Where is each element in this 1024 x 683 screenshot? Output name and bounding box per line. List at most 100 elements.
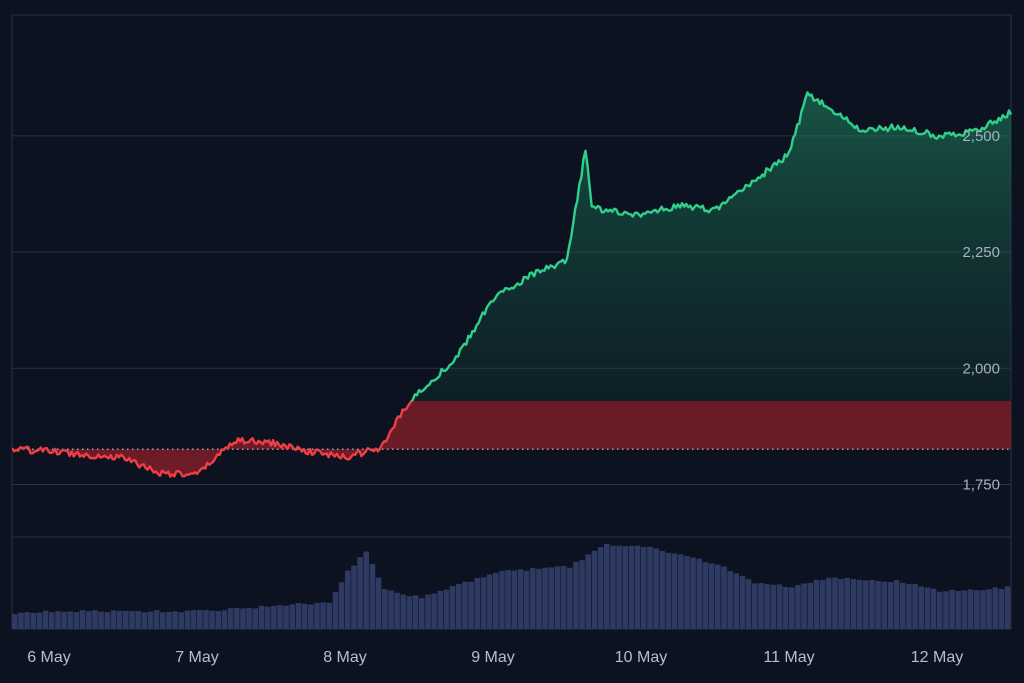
volume-bar: [480, 577, 487, 629]
volume-bar: [659, 551, 666, 629]
volume-bar: [641, 547, 647, 629]
volume-bar: [974, 590, 980, 629]
volume-bar: [807, 582, 814, 629]
volume-bar: [289, 604, 296, 629]
volume-bar: [536, 568, 542, 629]
volume-bar: [221, 610, 228, 629]
volume-bar: [42, 610, 49, 629]
volume-bar: [591, 550, 598, 629]
volume-bar: [351, 565, 357, 629]
y-tick-label: 1,750: [962, 477, 1000, 494]
x-tick-label: 12 May: [911, 649, 963, 666]
volume-bar: [468, 581, 474, 629]
volume-bar: [203, 610, 209, 629]
volume-bar: [12, 614, 18, 629]
volume-bar: [678, 554, 684, 629]
volume-bar: [110, 610, 117, 629]
y-tick-label: 2,000: [962, 360, 1000, 377]
volume-bar: [382, 589, 388, 629]
volume-bar: [844, 577, 851, 629]
volume-bar: [456, 583, 462, 629]
volume-bar: [283, 605, 289, 629]
volume-bar: [597, 547, 604, 629]
volume-bar: [980, 590, 986, 629]
volume-bar: [116, 611, 123, 629]
volume-bar: [24, 612, 30, 629]
volume-bar: [949, 589, 955, 629]
volume-bar: [696, 558, 703, 629]
volume-bar: [517, 569, 524, 629]
volume-bar: [671, 553, 678, 629]
volume-bar: [234, 608, 240, 629]
volume-bar: [246, 607, 252, 629]
volume-bar: [166, 611, 172, 629]
volume-bar: [18, 612, 24, 629]
volume-bar: [332, 592, 339, 629]
volume-bar: [369, 563, 376, 629]
volume-bar: [702, 562, 709, 629]
volume-bar: [486, 574, 493, 629]
price-line-below: [12, 401, 414, 478]
volume-bar: [61, 611, 67, 629]
volume-bar: [474, 578, 481, 629]
volume-bar: [684, 556, 690, 629]
volume-bar: [924, 587, 931, 629]
volume-bar: [55, 611, 61, 629]
volume-bar: [992, 587, 999, 629]
volume-bar: [961, 590, 968, 629]
volume-bar: [906, 584, 912, 629]
volume-bar: [690, 557, 696, 629]
volume-bar: [943, 591, 949, 629]
volume-bar: [850, 579, 857, 629]
volume-bar: [838, 579, 844, 629]
volume-bar: [419, 598, 425, 629]
volume-bar: [930, 588, 937, 629]
volume-bar: [190, 610, 197, 629]
volume-bar: [412, 595, 419, 629]
y-tick-label: 2,500: [962, 128, 1000, 145]
volume-bar: [758, 583, 764, 629]
volume-bar: [610, 545, 616, 629]
volume-bar: [715, 564, 721, 629]
volume-bar: [400, 594, 407, 629]
volume-bar: [277, 605, 283, 629]
volume-bar: [523, 570, 530, 629]
volume-bar: [560, 566, 567, 629]
x-tick-label: 9 May: [471, 649, 515, 666]
volume-bar: [955, 591, 962, 629]
volume-bar: [499, 570, 505, 629]
volume-bar: [73, 612, 80, 629]
y-tick-label: 2,250: [962, 244, 1000, 261]
volume-bar: [739, 576, 746, 629]
volume-bar: [567, 567, 573, 629]
x-tick-label: 10 May: [615, 649, 667, 666]
volume-bar: [271, 605, 277, 629]
volume-bar: [160, 612, 166, 629]
volume-bar: [801, 583, 807, 629]
volume-bar: [628, 545, 635, 629]
volume-bar: [918, 586, 925, 629]
volume-bar: [548, 567, 555, 629]
x-tick-label: 7 May: [175, 649, 219, 666]
volume-bar: [721, 566, 727, 629]
volume-bar: [240, 608, 246, 629]
price-line-above: [410, 91, 1012, 401]
volume-bar: [123, 610, 129, 629]
volume-bar: [986, 589, 992, 629]
volume-bar: [345, 570, 351, 629]
volume-bar: [653, 548, 659, 629]
volume-bar: [863, 580, 869, 629]
volume-bar: [505, 570, 511, 629]
volume-bar: [764, 584, 770, 629]
volume-bar: [338, 582, 345, 629]
volume-bar: [856, 579, 863, 629]
volume-bar: [406, 596, 413, 629]
volume-bar: [147, 611, 154, 629]
area-above-baseline: [411, 92, 1011, 401]
volume-bar: [770, 584, 777, 629]
volume-bar: [789, 587, 795, 629]
volume-bar: [431, 593, 437, 629]
volume-bar: [215, 611, 222, 629]
volume-bar: [252, 608, 259, 629]
